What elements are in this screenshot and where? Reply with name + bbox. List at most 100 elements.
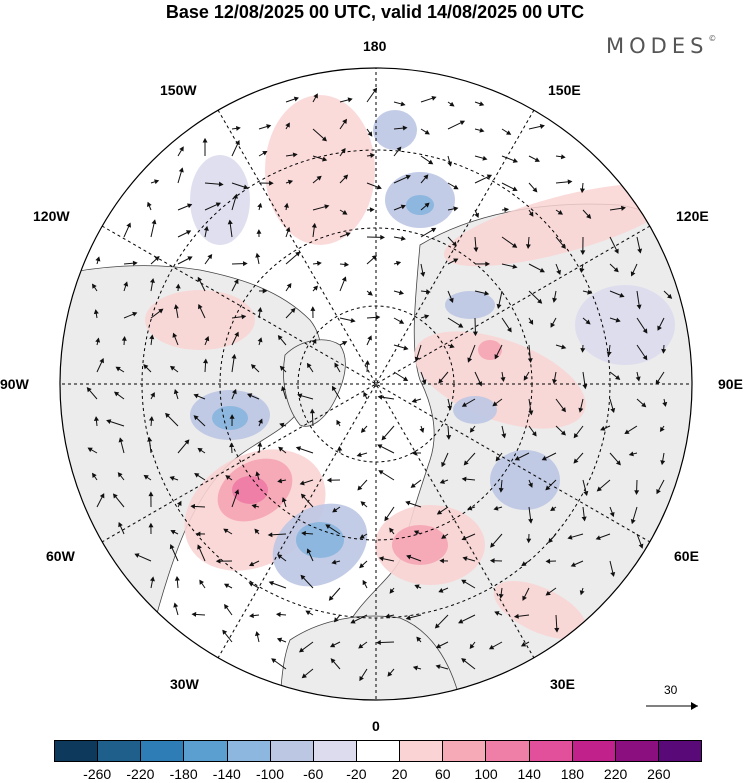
wind-vector-head: [223, 583, 230, 589]
wind-vector-head: [235, 139, 240, 146]
wind-vector-head: [561, 407, 566, 413]
wind-vector-head: [234, 331, 239, 337]
wind-vector-head: [414, 356, 420, 362]
lon-label-30e: 30E: [550, 676, 575, 692]
wind-vector-head: [528, 211, 534, 217]
colorbar-segment: [572, 741, 616, 761]
wind-vector-head: [118, 437, 124, 443]
lon-label-180: 180: [363, 38, 387, 54]
wind-vector-head: [154, 255, 160, 262]
wind-vector-head: [545, 558, 551, 564]
wind-vector-head: [300, 493, 306, 499]
wind-vector-head: [229, 442, 235, 448]
wind-vector-head: [257, 337, 263, 343]
wind-vector-head: [482, 155, 488, 161]
wind-vector-head: [376, 184, 382, 190]
wind-vector-head: [198, 303, 203, 310]
wind-vector-head: [377, 444, 383, 449]
wind-vector-head: [613, 267, 619, 273]
land-africa: [279, 615, 461, 700]
wind-vector-head: [413, 530, 420, 535]
lon-label-30w: 30W: [170, 676, 199, 692]
wind-vector-head: [431, 95, 437, 101]
wind-vector-head: [526, 538, 532, 544]
wind-vector-head: [115, 366, 121, 372]
wind-vector-head: [222, 629, 228, 635]
lon-label-90w: 90W: [0, 376, 29, 392]
wind-vector-head: [248, 561, 255, 567]
wind-vector-head: [257, 307, 263, 313]
wind-vector-head: [494, 611, 500, 616]
wind-vector-head: [267, 532, 273, 538]
wind-vector-head: [372, 87, 378, 93]
wind-vector-head: [223, 528, 229, 534]
colorbar-segment: [184, 741, 228, 761]
wind-vector-head: [521, 561, 527, 566]
wind-vector-head: [554, 627, 560, 633]
wind-vector-head: [378, 556, 384, 562]
wind-vector-head: [254, 528, 260, 534]
wind-vector-head: [126, 222, 131, 228]
wind-vector-head: [342, 118, 348, 124]
wind-vector-head: [556, 269, 561, 275]
wind-vector-head: [435, 643, 442, 649]
wind-vector-head: [484, 290, 490, 296]
wind-vector-head: [501, 433, 507, 439]
wind-vector-head: [400, 204, 406, 210]
anomaly-negative: [406, 195, 434, 215]
wind-vector-head: [271, 658, 277, 664]
wind-vector-head: [406, 554, 412, 560]
wind-vector-head: [234, 489, 240, 495]
wind-vector-head: [610, 571, 616, 577]
wind-vector-head: [582, 384, 588, 390]
colorbar-label: 20: [391, 766, 408, 782]
colorbar-label: -180: [169, 766, 198, 782]
wind-vector-head: [438, 378, 444, 384]
modes-logo-text: MODES: [606, 34, 709, 58]
wind-vector-head: [371, 255, 377, 260]
wind-vector-head: [485, 261, 490, 267]
wind-vector-head: [300, 574, 306, 580]
wind-vector-head: [439, 558, 445, 564]
colorbar-label: -20: [346, 766, 367, 782]
wind-vector-head: [113, 391, 120, 397]
wind-vector-head: [447, 161, 453, 167]
wind-vector-head: [328, 595, 334, 601]
wind-vector-head: [190, 503, 196, 509]
anomaly-positive: [493, 580, 587, 640]
wind-vector-head: [174, 575, 180, 581]
wind-vector-head: [194, 473, 200, 478]
wind-vector-head: [567, 179, 573, 185]
wind-vector-head: [448, 297, 454, 303]
wind-vector-head: [567, 534, 573, 540]
wind-vector-head: [121, 336, 127, 341]
colorbar-label: 140: [517, 766, 541, 782]
wind-vector-head: [635, 376, 641, 382]
wind-vector-head: [600, 426, 606, 431]
wind-vector-head: [149, 576, 155, 582]
wind-vector-head: [326, 477, 332, 483]
wind-vector-head: [331, 559, 337, 565]
wind-vector-head: [462, 556, 468, 562]
wind-vector-head: [381, 435, 387, 441]
anomaly-positive: [265, 95, 375, 245]
wind-vector-head: [522, 595, 527, 601]
colorbar-segment: [400, 741, 444, 761]
wind-vector-head: [279, 422, 285, 428]
wind-vectors: [86, 87, 673, 682]
wind-vector-head: [667, 293, 673, 299]
anomaly-negative: [490, 450, 560, 510]
wind-vector-head: [158, 308, 164, 314]
wind-vector-head: [344, 261, 350, 267]
wind-vector-head: [337, 445, 343, 451]
wind-vector-head: [191, 611, 197, 617]
wind-vector-head: [341, 276, 347, 282]
wind-vector-head: [662, 401, 668, 407]
colorbar-label: 180: [560, 766, 585, 782]
wind-vector-head: [609, 511, 615, 518]
wind-vector-head: [358, 643, 364, 649]
wind-vector-head: [177, 500, 182, 507]
wind-vector-head: [202, 137, 208, 143]
wind-vector-head: [610, 407, 616, 413]
